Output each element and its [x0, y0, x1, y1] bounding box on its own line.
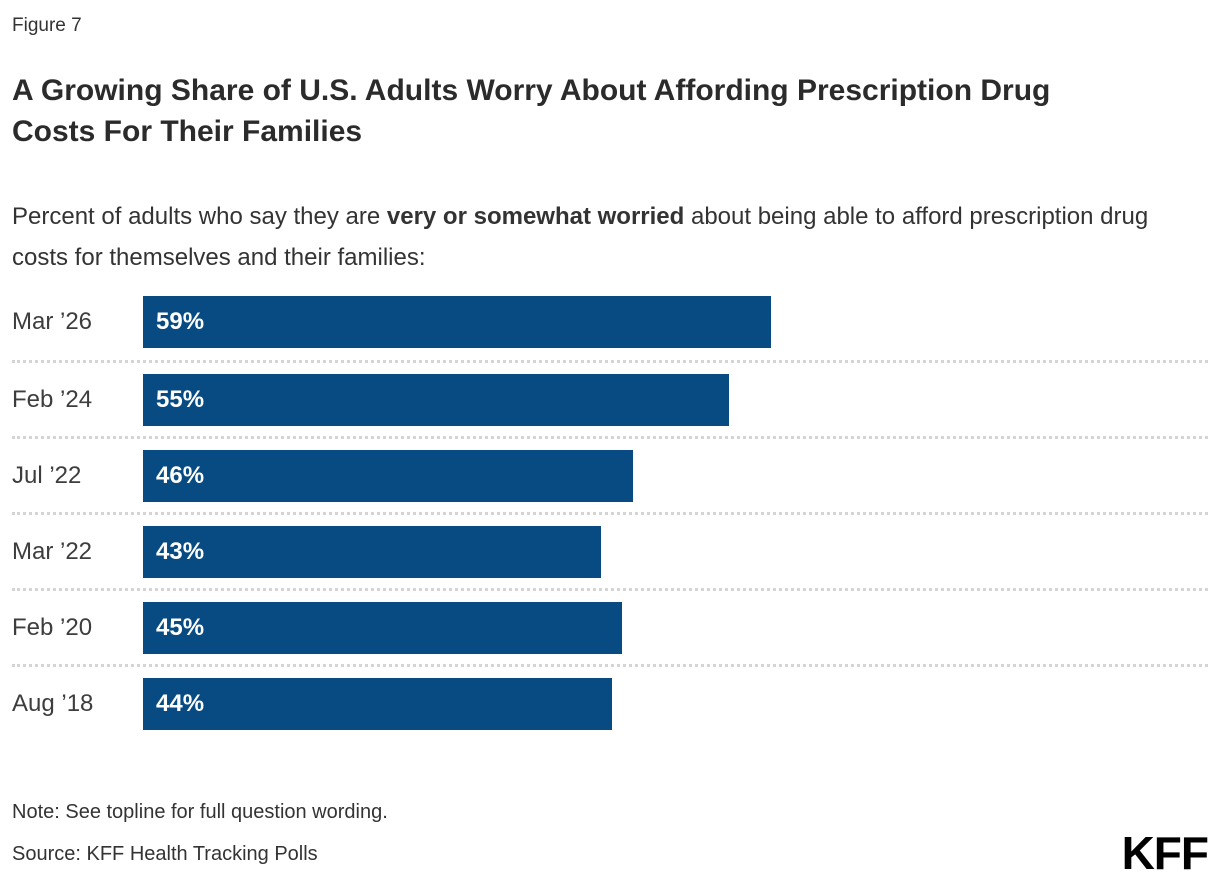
bar: 45% [143, 601, 623, 654]
chart-row: Aug ’18 44% [12, 664, 1208, 740]
value-label: 43% [156, 537, 205, 565]
figure-label: Figure 7 [12, 15, 82, 36]
chart-title: A Growing Share of U.S. Adults Worry Abo… [12, 74, 1051, 149]
note-text: Note: See topline for full question word… [12, 801, 388, 823]
bar-track: 45% [143, 601, 1208, 654]
chart-subtitle: Percent of adults who say they are very … [12, 196, 1208, 279]
value-label: 59% [156, 308, 205, 335]
bar-track: 59% [143, 296, 1208, 348]
value-label: 44% [156, 689, 205, 717]
bar-chart: Mar ’26 59% Feb ’24 55% Jul ’22 46% Mar ’22 43%… [12, 284, 1208, 740]
bar-track: 43% [143, 525, 1208, 578]
category-label: Feb ’24 [12, 385, 93, 413]
value-label: 55% [156, 385, 205, 413]
chart-row: Mar ’26 59% [12, 284, 1208, 360]
bar-track: 44% [143, 677, 1208, 730]
category-label: Jul ’22 [12, 461, 82, 489]
bar: 59% [143, 296, 772, 348]
category-label: Mar ’22 [12, 537, 93, 565]
chart-row: Mar ’22 43% [12, 512, 1208, 588]
chart-row: Jul ’22 46% [12, 436, 1208, 512]
subtitle-prefix: Percent of adults who say they are [12, 203, 387, 230]
bar: 55% [143, 373, 729, 426]
bar: 46% [143, 449, 633, 502]
bar: 43% [143, 525, 601, 578]
chart-row: Feb ’24 55% [12, 360, 1208, 436]
subtitle-suffix: about being able to afford prescription … [12, 203, 1149, 272]
bar-track: 46% [143, 449, 1208, 502]
category-label: Feb ’20 [12, 613, 93, 641]
category-label: Aug ’18 [12, 689, 94, 717]
value-label: 45% [156, 613, 205, 641]
kff-logo: KFF [1121, 827, 1209, 879]
bar-track: 55% [143, 373, 1208, 426]
source-text: Source: KFF Health Tracking Polls [12, 843, 318, 865]
subtitle-bold: very or somewhat worried [386, 203, 685, 230]
bar: 44% [143, 677, 612, 730]
category-label: Mar ’26 [12, 308, 93, 335]
chart-row: Feb ’20 45% [12, 588, 1208, 664]
value-label: 46% [156, 461, 205, 489]
